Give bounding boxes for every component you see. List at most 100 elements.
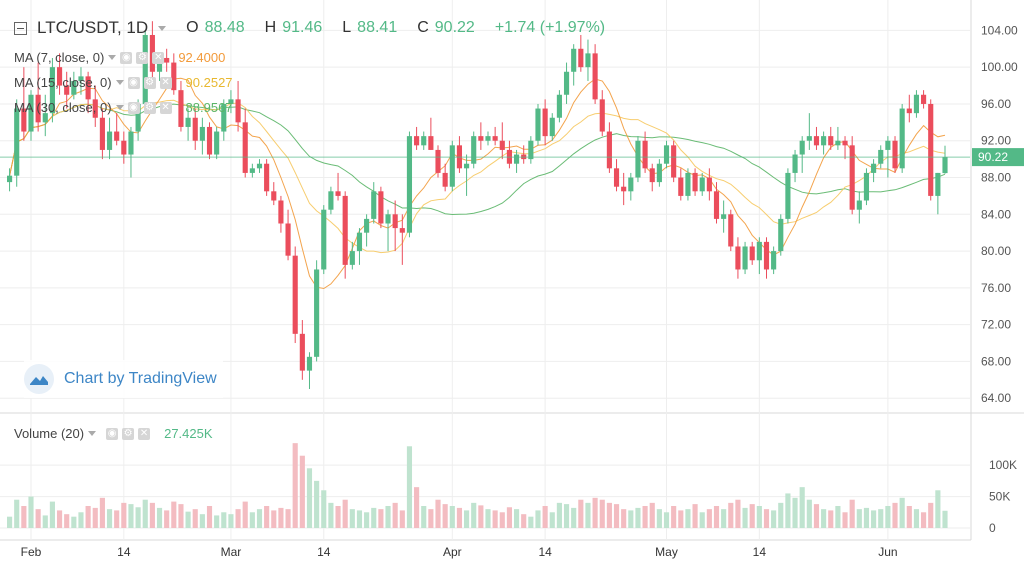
candle-body — [71, 80, 77, 95]
volume-bar — [364, 512, 370, 528]
close-icon[interactable]: ✕ — [138, 427, 151, 440]
candle-body — [406, 136, 413, 233]
volume-bar — [314, 480, 320, 528]
volume-tick-label: 50K — [989, 490, 1010, 504]
candle-body — [742, 246, 748, 270]
indicator-row-ma30[interactable]: MA (30, close, 0) ◉ ⚙ ✕ 88.9567 — [14, 100, 233, 115]
volume-bar — [849, 499, 855, 528]
candle-body — [678, 177, 684, 196]
volume-bar — [563, 504, 570, 528]
symbol-label[interactable]: LTC/USDT, 1D — [37, 18, 149, 37]
candle-body — [763, 241, 770, 270]
chevron-down-icon[interactable] — [115, 105, 124, 110]
volume-bar — [528, 516, 534, 528]
volume-bar — [663, 512, 670, 528]
volume-bar — [71, 516, 77, 528]
candle-body — [642, 140, 648, 169]
volume-legend[interactable]: Volume (20) ◉ ⚙ ✕ 27.425K — [14, 426, 213, 441]
gear-icon[interactable]: ⚙ — [122, 427, 135, 440]
close-icon[interactable]: ✕ — [159, 101, 172, 114]
watermark-text[interactable]: Chart by TradingView — [64, 370, 217, 387]
volume-bar — [613, 504, 620, 528]
volume-bar — [328, 502, 334, 528]
candle-body — [49, 67, 55, 114]
eye-icon[interactable]: ◉ — [106, 427, 119, 440]
time-tick-label: Mar — [221, 545, 242, 559]
candle-body — [121, 140, 127, 155]
close-icon[interactable]: ✕ — [152, 51, 165, 64]
indicator-row-ma7[interactable]: MA (7, close, 0) ◉ ⚙ ✕ 92.4000 — [14, 50, 225, 65]
indicator-row-ma15[interactable]: MA (15, close, 0) ◉ ⚙ ✕ 90.2527 — [14, 75, 233, 90]
volume-value: 27.425K — [164, 426, 213, 441]
volume-bar — [406, 446, 413, 528]
volume-bar — [464, 510, 470, 528]
volume-bar — [771, 510, 777, 528]
time-tick-label: 14 — [753, 545, 767, 559]
chevron-down-icon[interactable] — [88, 431, 97, 436]
volume-bar — [699, 512, 705, 528]
volume-bar — [578, 499, 584, 528]
close-icon[interactable]: ✕ — [159, 76, 172, 89]
volume-bar — [271, 510, 277, 528]
candle-body — [335, 191, 341, 196]
candle-body — [928, 103, 934, 196]
chevron-down-icon[interactable] — [158, 25, 167, 31]
eye-icon[interactable]: ◉ — [120, 51, 133, 64]
gear-icon[interactable]: ⚙ — [143, 101, 156, 114]
volume-bar — [842, 512, 848, 528]
chevron-down-icon[interactable] — [108, 55, 117, 60]
candle-body — [635, 140, 641, 178]
indicator-label[interactable]: MA (15, close, 0) — [14, 75, 112, 90]
volume-bar — [228, 514, 234, 528]
collapse-icon[interactable] — [14, 21, 27, 35]
candle-body — [221, 103, 227, 132]
candle-body — [485, 136, 491, 141]
indicator-value: 90.2527 — [185, 75, 233, 90]
indicator-value: 88.9567 — [185, 100, 233, 115]
chevron-down-icon[interactable] — [115, 80, 124, 85]
candle-body — [235, 99, 241, 123]
candle-body — [142, 34, 148, 104]
time-tick-label: Feb — [21, 545, 42, 559]
high-key: H — [264, 19, 277, 36]
volume-bar — [399, 510, 405, 528]
volume-bar — [806, 499, 812, 528]
volume-bar — [521, 514, 527, 528]
volume-bar — [899, 497, 905, 528]
candle-body — [356, 232, 363, 252]
volume-bar — [42, 515, 48, 528]
volume-bar — [142, 499, 148, 528]
candle-body — [35, 94, 41, 123]
indicator-label[interactable]: MA (7, close, 0) — [14, 50, 105, 65]
volume-bar — [478, 505, 484, 528]
eye-icon[interactable]: ◉ — [127, 101, 140, 114]
eye-icon[interactable]: ◉ — [127, 76, 140, 89]
candle-body — [771, 251, 777, 270]
volume-bar — [778, 502, 784, 528]
price-tick-label: 76.00 — [981, 281, 1011, 295]
volume-bar — [285, 509, 291, 528]
volume-label[interactable]: Volume (20) — [14, 426, 85, 441]
candle-body — [285, 223, 291, 256]
candle-body — [464, 163, 470, 169]
candle-body — [178, 90, 184, 127]
candle-body — [371, 191, 377, 219]
close-value: 90.22 — [434, 19, 475, 36]
candle-body — [85, 76, 91, 100]
tradingview-watermark[interactable]: Chart by TradingView — [24, 360, 223, 398]
candle-body — [649, 168, 655, 183]
volume-bar — [28, 496, 34, 528]
volume-bar — [685, 509, 691, 528]
candle-body — [414, 136, 420, 146]
candle-body — [699, 177, 705, 192]
volume-bar — [342, 499, 348, 528]
gear-icon[interactable]: ⚙ — [136, 51, 149, 64]
price-tick-label: 68.00 — [981, 354, 1011, 368]
volume-bar — [878, 509, 884, 528]
gear-icon[interactable]: ⚙ — [143, 76, 156, 89]
candle-body — [806, 136, 812, 141]
volume-bar — [185, 511, 191, 528]
volume-bar — [378, 509, 384, 528]
candle-body — [478, 136, 484, 141]
indicator-label[interactable]: MA (30, close, 0) — [14, 100, 112, 115]
